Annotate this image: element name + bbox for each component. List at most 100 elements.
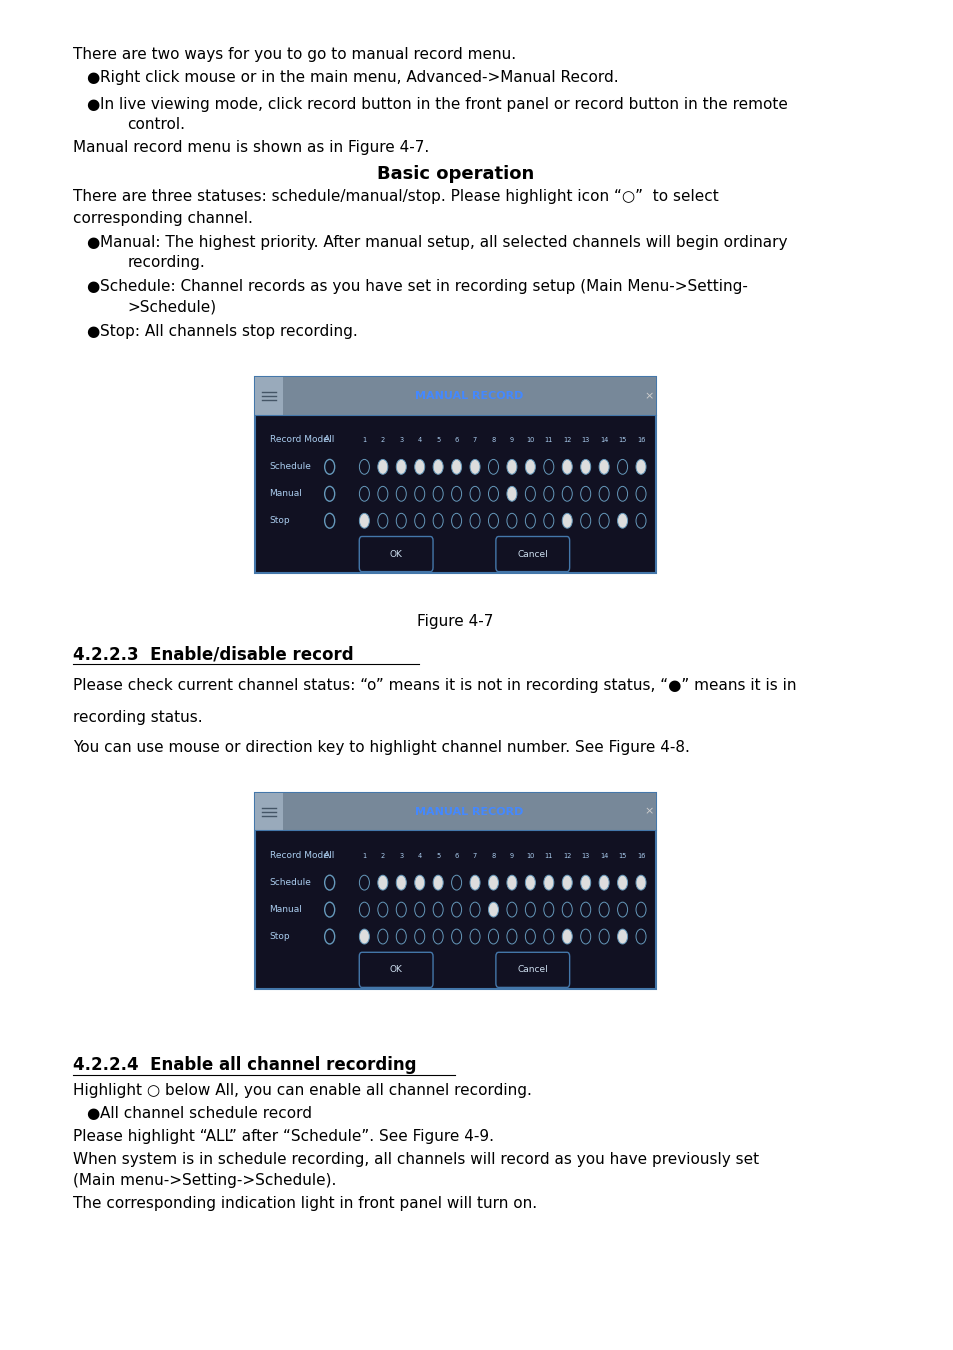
FancyBboxPatch shape — [254, 794, 282, 830]
Text: Please check current channel status: “o” means it is not in recording status, “●: Please check current channel status: “o”… — [72, 678, 796, 693]
FancyBboxPatch shape — [496, 952, 569, 987]
Text: Please highlight “ALL” after “Schedule”. See Figure 4-9.: Please highlight “ALL” after “Schedule”.… — [72, 1129, 494, 1143]
Circle shape — [395, 459, 406, 474]
Text: ×: × — [644, 807, 654, 817]
Circle shape — [433, 459, 443, 474]
Circle shape — [506, 875, 517, 890]
Circle shape — [506, 459, 517, 474]
Text: Manual: Manual — [270, 489, 302, 498]
FancyBboxPatch shape — [359, 536, 433, 571]
Circle shape — [543, 875, 554, 890]
Text: 13: 13 — [581, 437, 589, 443]
Text: recording.: recording. — [128, 255, 205, 270]
Circle shape — [561, 459, 572, 474]
Text: There are three statuses: schedule/manual/stop. Please highlight icon “○”  to se: There are three statuses: schedule/manua… — [72, 189, 718, 204]
FancyBboxPatch shape — [254, 377, 655, 572]
Text: You can use mouse or direction key to highlight channel number. See Figure 4-8.: You can use mouse or direction key to hi… — [72, 740, 689, 755]
Text: 4.2.2.4  Enable all channel recording: 4.2.2.4 Enable all channel recording — [72, 1056, 416, 1073]
Text: Schedule: Channel records as you have set in recording setup (Main Menu->Setting: Schedule: Channel records as you have se… — [100, 279, 747, 294]
Text: 4: 4 — [417, 437, 421, 443]
Circle shape — [617, 513, 627, 528]
Text: Stop: All channels stop recording.: Stop: All channels stop recording. — [100, 324, 357, 339]
Text: ●: ● — [87, 70, 100, 85]
Circle shape — [561, 875, 572, 890]
Circle shape — [470, 459, 479, 474]
Text: 15: 15 — [618, 853, 626, 859]
Text: ●: ● — [87, 97, 100, 112]
Text: 11: 11 — [544, 437, 553, 443]
Circle shape — [359, 513, 369, 528]
FancyBboxPatch shape — [359, 952, 433, 987]
Text: ×: × — [644, 392, 654, 401]
Circle shape — [415, 459, 424, 474]
Text: 10: 10 — [526, 853, 534, 859]
Text: MANUAL RECORD: MANUAL RECORD — [415, 807, 522, 817]
Text: Basic operation: Basic operation — [376, 165, 534, 182]
Text: 16: 16 — [637, 853, 644, 859]
Text: All channel schedule record: All channel schedule record — [100, 1106, 312, 1120]
Circle shape — [377, 875, 388, 890]
FancyBboxPatch shape — [254, 794, 655, 830]
Text: Highlight ○ below All, you can enable all channel recording.: Highlight ○ below All, you can enable al… — [72, 1083, 531, 1098]
FancyBboxPatch shape — [254, 377, 655, 414]
Circle shape — [598, 459, 609, 474]
Text: Record Mode: Record Mode — [270, 436, 328, 444]
Text: MANUAL RECORD: MANUAL RECORD — [415, 392, 522, 401]
Text: 8: 8 — [491, 853, 496, 859]
Text: Figure 4-7: Figure 4-7 — [416, 614, 493, 629]
Text: 11: 11 — [544, 853, 553, 859]
Circle shape — [598, 875, 609, 890]
Text: 15: 15 — [618, 437, 626, 443]
Text: 14: 14 — [599, 437, 608, 443]
Text: >Schedule): >Schedule) — [128, 300, 216, 315]
Text: Manual: The highest priority. After manual setup, all selected channels will beg: Manual: The highest priority. After manu… — [100, 235, 787, 250]
Circle shape — [415, 875, 424, 890]
Text: The corresponding indication light in front panel will turn on.: The corresponding indication light in fr… — [72, 1196, 537, 1211]
Circle shape — [617, 875, 627, 890]
Circle shape — [636, 459, 645, 474]
Text: ●: ● — [87, 279, 100, 294]
Circle shape — [433, 875, 443, 890]
Text: corresponding channel.: corresponding channel. — [72, 211, 253, 225]
Text: (Main menu->Setting->Schedule).: (Main menu->Setting->Schedule). — [72, 1173, 335, 1188]
Text: 12: 12 — [562, 853, 571, 859]
Text: 9: 9 — [509, 853, 514, 859]
Text: Schedule: Schedule — [270, 462, 311, 471]
Text: 7: 7 — [473, 853, 476, 859]
Text: 1: 1 — [362, 853, 366, 859]
Circle shape — [470, 875, 479, 890]
Text: Cancel: Cancel — [517, 549, 548, 559]
Circle shape — [580, 459, 590, 474]
Text: 3: 3 — [398, 853, 403, 859]
Text: Manual: Manual — [270, 904, 302, 914]
FancyBboxPatch shape — [254, 794, 655, 988]
Text: OK: OK — [390, 965, 402, 975]
Text: 5: 5 — [436, 437, 440, 443]
Circle shape — [561, 513, 572, 528]
Text: All: All — [324, 436, 335, 444]
Text: Record Mode: Record Mode — [270, 852, 328, 860]
Text: 14: 14 — [599, 853, 608, 859]
Text: ●: ● — [87, 1106, 100, 1120]
Text: 1: 1 — [362, 437, 366, 443]
Text: 16: 16 — [637, 437, 644, 443]
Text: ●: ● — [87, 324, 100, 339]
Text: Cancel: Cancel — [517, 965, 548, 975]
Text: recording status.: recording status. — [72, 710, 202, 725]
Text: OK: OK — [390, 549, 402, 559]
Text: ●: ● — [87, 235, 100, 250]
Text: 4: 4 — [417, 853, 421, 859]
Circle shape — [359, 929, 369, 944]
FancyBboxPatch shape — [496, 536, 569, 571]
Circle shape — [506, 486, 517, 501]
Text: Stop: Stop — [270, 931, 290, 941]
Text: 6: 6 — [454, 853, 458, 859]
Text: control.: control. — [128, 117, 185, 132]
Text: 12: 12 — [562, 437, 571, 443]
Text: 13: 13 — [581, 853, 589, 859]
Text: 8: 8 — [491, 437, 496, 443]
Text: Stop: Stop — [270, 516, 290, 525]
Circle shape — [580, 875, 590, 890]
Circle shape — [525, 459, 535, 474]
Text: 3: 3 — [398, 437, 403, 443]
